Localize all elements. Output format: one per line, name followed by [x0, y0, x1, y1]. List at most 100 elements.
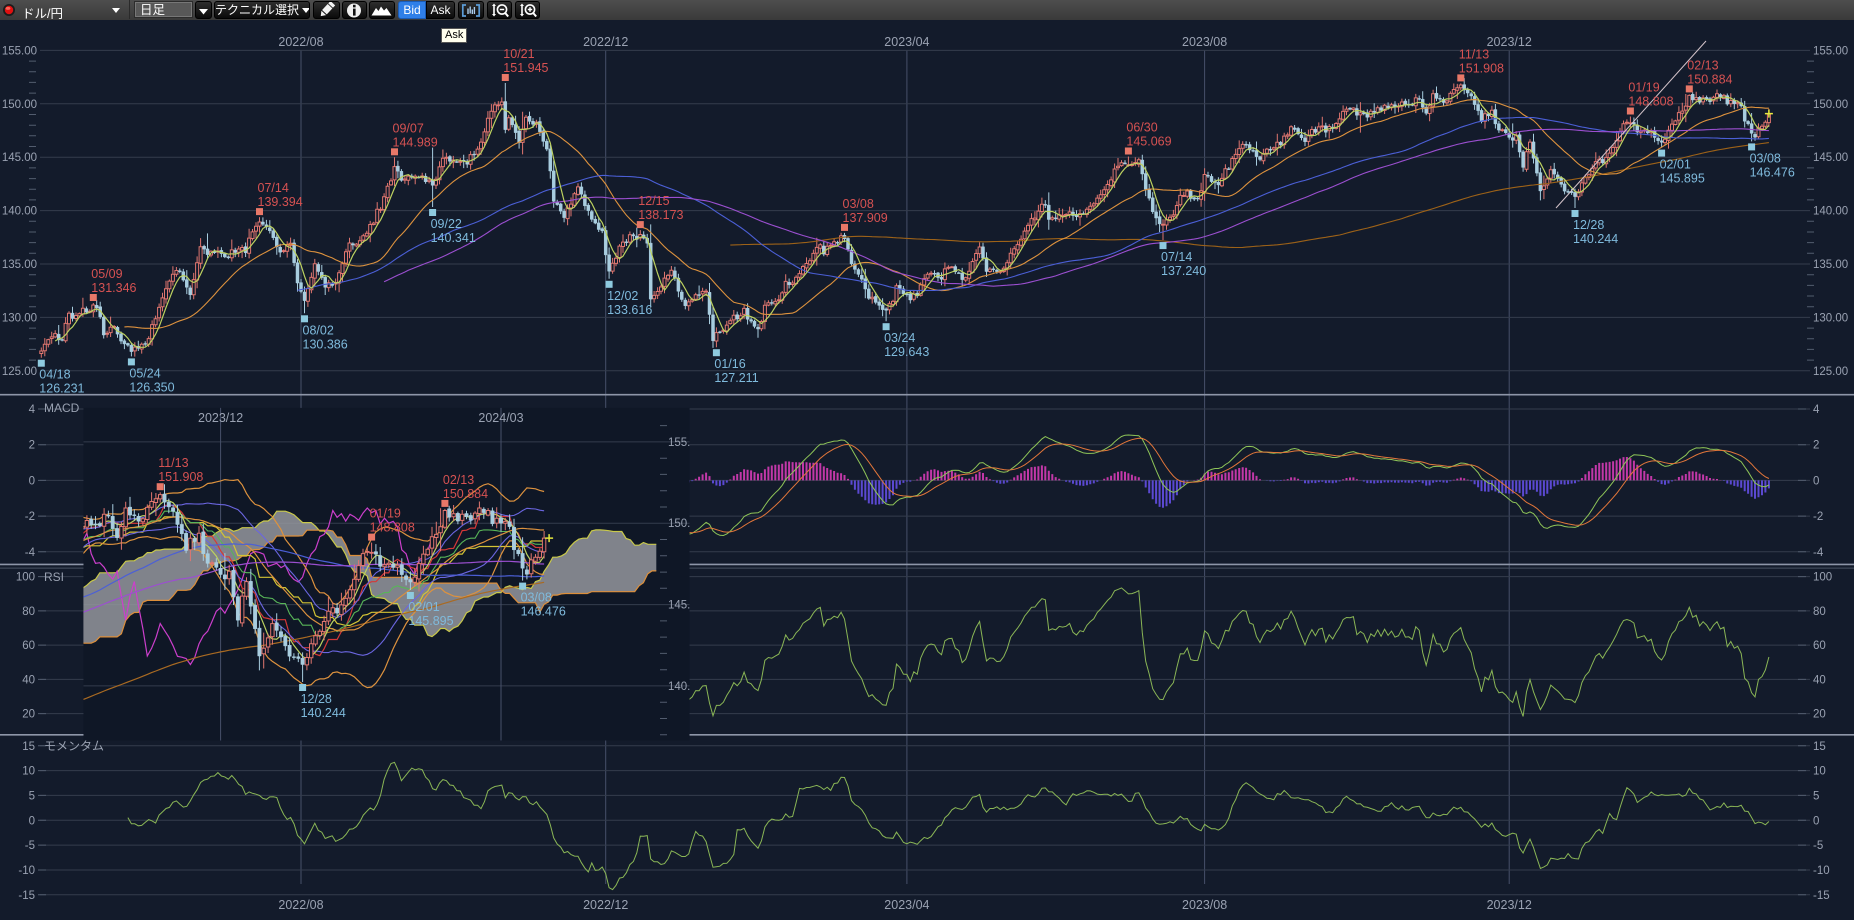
- svg-text:10: 10: [22, 766, 35, 778]
- svg-text:2024/03: 2024/03: [478, 411, 523, 425]
- svg-text:80: 80: [22, 606, 35, 618]
- svg-text:20: 20: [22, 709, 35, 721]
- svg-text:126.231: 126.231: [39, 382, 84, 396]
- svg-text:40: 40: [22, 674, 35, 686]
- svg-text:144.989: 144.989: [393, 135, 438, 149]
- svg-text:145.895: 145.895: [408, 614, 453, 628]
- svg-text:145.00: 145.00: [668, 600, 703, 612]
- svg-text:135.00: 135.00: [1813, 259, 1848, 271]
- svg-text:07/14: 07/14: [1161, 250, 1192, 264]
- svg-text:125.00: 125.00: [1813, 366, 1848, 378]
- svg-text:130.386: 130.386: [303, 337, 348, 351]
- svg-text:126.350: 126.350: [129, 380, 174, 394]
- svg-text:145.069: 145.069: [1126, 135, 1171, 149]
- svg-text:12/02: 12/02: [607, 289, 638, 303]
- svg-text:138.173: 138.173: [638, 208, 683, 222]
- svg-text:08/02: 08/02: [303, 323, 334, 337]
- svg-text:10/21: 10/21: [503, 47, 534, 61]
- svg-text:148.808: 148.808: [1628, 95, 1673, 109]
- svg-text:2023/08: 2023/08: [1182, 35, 1227, 49]
- svg-text:12/28: 12/28: [1573, 218, 1604, 232]
- svg-text:03/24: 03/24: [884, 331, 915, 345]
- svg-text:-5: -5: [1813, 840, 1823, 852]
- svg-text:05/09: 05/09: [91, 267, 122, 281]
- svg-text:MACD: MACD: [44, 401, 80, 415]
- svg-text:155.00: 155.00: [2, 45, 37, 57]
- svg-text:140.341: 140.341: [431, 231, 476, 245]
- svg-text:140.00: 140.00: [2, 206, 37, 218]
- svg-text:2023/04: 2023/04: [884, 898, 929, 912]
- svg-text:0: 0: [1813, 475, 1819, 487]
- svg-text:60: 60: [22, 640, 35, 652]
- svg-text:127.211: 127.211: [714, 371, 758, 385]
- svg-text:-5: -5: [25, 840, 35, 852]
- svg-text:130.00: 130.00: [2, 312, 37, 324]
- svg-text:02/01: 02/01: [408, 600, 439, 614]
- svg-text:140.244: 140.244: [301, 706, 346, 720]
- svg-text:05/24: 05/24: [129, 366, 160, 380]
- svg-text:100: 100: [16, 572, 35, 584]
- svg-text:2023/08: 2023/08: [1182, 898, 1227, 912]
- svg-text:01/19: 01/19: [370, 507, 401, 521]
- svg-text:100: 100: [1813, 572, 1832, 584]
- svg-text:5: 5: [1813, 790, 1819, 802]
- svg-text:-15: -15: [1813, 890, 1830, 902]
- svg-text:-10: -10: [18, 865, 35, 877]
- svg-text:40: 40: [1813, 674, 1826, 686]
- svg-text:11/13: 11/13: [1459, 47, 1489, 61]
- svg-text:2: 2: [29, 440, 35, 452]
- svg-text:140.00: 140.00: [668, 681, 703, 693]
- svg-text:137.240: 137.240: [1161, 264, 1206, 278]
- svg-text:150.884: 150.884: [1687, 72, 1732, 86]
- svg-text:-15: -15: [18, 890, 35, 902]
- svg-text:06/30: 06/30: [1126, 121, 1157, 135]
- svg-text:2022/12: 2022/12: [583, 35, 628, 49]
- svg-text:133.616: 133.616: [607, 303, 652, 317]
- svg-text:-2: -2: [1813, 511, 1823, 523]
- svg-text:150.00: 150.00: [2, 99, 37, 111]
- svg-text:140.244: 140.244: [1573, 232, 1618, 246]
- svg-text:-4: -4: [25, 547, 36, 559]
- svg-text:01/16: 01/16: [714, 357, 745, 371]
- svg-text:-4: -4: [1813, 547, 1824, 559]
- svg-text:20: 20: [1813, 709, 1826, 721]
- svg-text:RSI: RSI: [44, 570, 64, 584]
- svg-text:12/28: 12/28: [301, 692, 332, 706]
- svg-text:12/15: 12/15: [638, 194, 669, 208]
- svg-text:135.00: 135.00: [2, 259, 37, 271]
- svg-text:146.476: 146.476: [1750, 165, 1795, 179]
- svg-text:-10: -10: [1813, 865, 1830, 877]
- svg-text:10: 10: [1813, 766, 1826, 778]
- svg-text:80: 80: [1813, 606, 1826, 618]
- svg-text:125.00: 125.00: [2, 366, 37, 378]
- svg-text:2022/12: 2022/12: [583, 898, 628, 912]
- svg-text:5: 5: [29, 790, 35, 802]
- svg-text:155.00: 155.00: [668, 437, 703, 449]
- svg-text:09/22: 09/22: [431, 217, 462, 231]
- svg-text:140.00: 140.00: [1813, 206, 1848, 218]
- svg-text:2022/08: 2022/08: [278, 898, 323, 912]
- svg-text:03/08: 03/08: [1750, 151, 1781, 165]
- svg-text:0: 0: [29, 475, 35, 487]
- svg-text:04/18: 04/18: [39, 368, 70, 382]
- svg-text:2023/12: 2023/12: [1487, 898, 1532, 912]
- svg-text:15: 15: [22, 741, 35, 753]
- svg-text:01/19: 01/19: [1628, 81, 1659, 95]
- svg-text:03/08: 03/08: [521, 591, 552, 605]
- svg-text:11/13: 11/13: [158, 456, 188, 470]
- svg-text:145.895: 145.895: [1660, 172, 1705, 186]
- svg-text:151.908: 151.908: [1459, 61, 1504, 75]
- svg-text:150.884: 150.884: [443, 487, 488, 501]
- svg-text:02/13: 02/13: [1687, 58, 1718, 72]
- svg-text:145.00: 145.00: [1813, 152, 1848, 164]
- svg-text:02/01: 02/01: [1660, 158, 1691, 172]
- svg-text:150.00: 150.00: [668, 518, 703, 530]
- svg-text:2023/12: 2023/12: [198, 411, 243, 425]
- svg-text:137.909: 137.909: [843, 211, 888, 225]
- svg-text:131.346: 131.346: [91, 281, 136, 295]
- svg-text:155.00: 155.00: [1813, 45, 1848, 57]
- svg-text:2: 2: [1813, 440, 1819, 452]
- svg-text:129.643: 129.643: [884, 345, 929, 359]
- svg-text:0: 0: [1813, 815, 1819, 827]
- svg-text:139.394: 139.394: [258, 195, 303, 209]
